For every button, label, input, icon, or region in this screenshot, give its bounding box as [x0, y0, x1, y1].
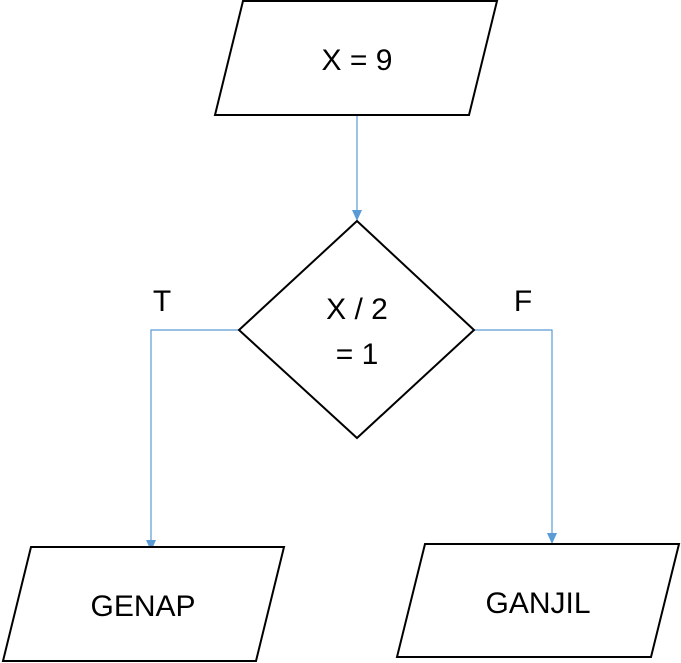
connector-true-branch: [150, 329, 239, 540]
start-node-text: X = 9: [322, 44, 393, 77]
false-branch-label: F: [514, 285, 532, 318]
arrowhead-true-output: [146, 540, 156, 551]
true-output-text: GENAP: [90, 590, 195, 623]
false-output-parallelogram: [395, 543, 681, 658]
true-output-node: GENAP: [1, 546, 286, 662]
arrowhead-false-output: [547, 533, 557, 544]
start-parallelogram: [213, 0, 499, 116]
connector-false-branch: [474, 329, 553, 533]
false-output-node: GANJIL: [395, 543, 681, 658]
decision-node: X / 2 = 1: [237, 219, 476, 440]
arrowhead-decision: [352, 210, 362, 221]
decision-text-line2: = 1: [336, 338, 379, 371]
true-output-parallelogram: [1, 546, 286, 662]
false-output-text: GANJIL: [485, 587, 590, 620]
true-branch-label: T: [153, 285, 171, 318]
start-node: X = 9: [213, 0, 499, 116]
decision-text-line1: X / 2: [326, 293, 388, 326]
decision-diamond: [237, 219, 476, 440]
